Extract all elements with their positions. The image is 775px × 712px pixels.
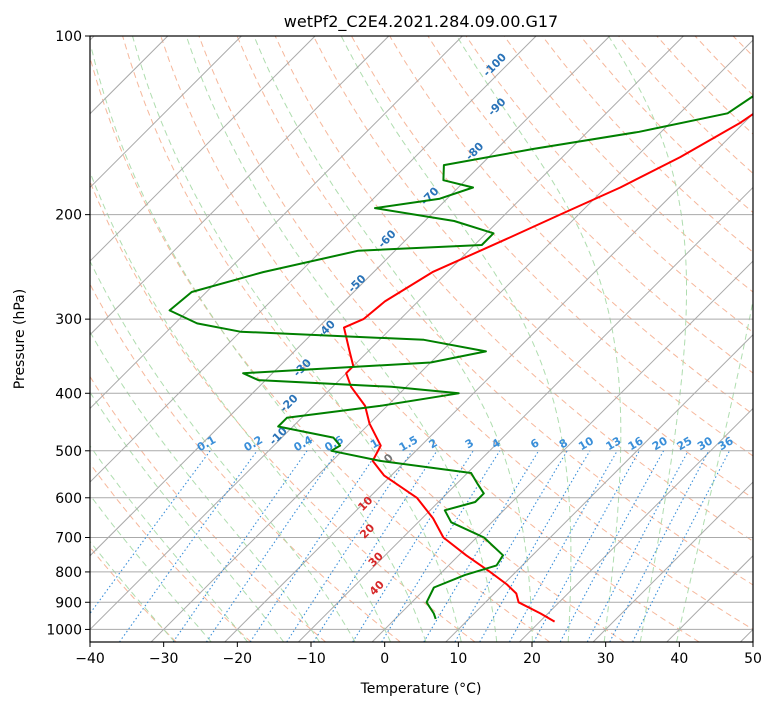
mixing-ratio-line	[206, 451, 337, 642]
dry-adiabat	[237, 36, 775, 642]
mixing-ratio-label: 8	[557, 436, 570, 451]
dry-adiabat-label: 40	[367, 578, 387, 598]
y-tick-label: 600	[55, 491, 82, 507]
isotherm	[593, 36, 775, 642]
dry-adiabat	[466, 36, 775, 642]
x-tick-label: 20	[523, 651, 541, 667]
moist-adiabat	[457, 36, 621, 642]
x-tick-label: −40	[75, 651, 105, 667]
y-axis: 100 200 300 400 500 600 700 800 900 1000	[46, 29, 90, 638]
y-tick-label: 300	[55, 312, 82, 328]
temperature-line	[344, 36, 775, 622]
y-tick-label: 400	[55, 386, 82, 402]
mixing-ratio-line	[424, 451, 539, 642]
dry-adiabat	[771, 36, 775, 642]
dry-adiabat-label: -20	[277, 392, 300, 415]
moist-adiabat	[0, 195, 211, 643]
x-axis-label: Temperature (°C)	[360, 681, 482, 697]
y-tick-label: 900	[55, 595, 82, 611]
x-tick-label: 10	[449, 651, 467, 667]
dry-adiabat-label: -100	[480, 50, 509, 79]
isotherm	[667, 36, 775, 642]
y-tick-label: 100	[55, 29, 82, 45]
moist-adiabat	[677, 36, 775, 642]
x-tick-label: 50	[744, 651, 762, 667]
moist-adiabat	[0, 208, 175, 642]
dry-adiabat-label: -90	[485, 95, 508, 118]
chart-title: wetPf2_C2E4.2021.284.09.00.G17	[284, 12, 558, 32]
dry-adiabat	[0, 36, 326, 642]
y-tick-label: 500	[55, 444, 82, 460]
dewpoint-line	[170, 36, 775, 619]
dry-adiabat	[275, 36, 775, 642]
x-tick-label: −20	[223, 651, 253, 667]
dry-adiabat	[313, 36, 775, 642]
isotherm	[0, 36, 536, 642]
y-tick-label: 200	[55, 208, 82, 224]
dry-adiabat-label: -60	[375, 227, 398, 250]
isotherm	[0, 36, 389, 642]
mixing-ratio-label: 2	[427, 436, 440, 451]
dry-adiabat-label: 20	[357, 521, 377, 541]
x-tick-label: 30	[597, 651, 615, 667]
dry-adiabat-label: -30	[291, 356, 314, 379]
dry-adiabat-label: 30	[366, 549, 386, 569]
isotherm	[4, 36, 610, 642]
x-tick-label: −30	[149, 651, 179, 667]
isotherm	[77, 36, 683, 642]
mixing-ratio-line	[560, 451, 663, 642]
x-tick-label: −10	[296, 651, 326, 667]
moist-adiabat	[7, 123, 319, 642]
isotherm	[0, 36, 315, 642]
dry-adiabat	[8, 36, 400, 642]
profile-lines	[170, 36, 775, 622]
y-tick-label: 800	[55, 565, 82, 581]
mixing-ratio-line	[314, 451, 438, 642]
dry-adiabat-label: -40	[315, 317, 338, 340]
dry-adiabat	[390, 36, 775, 642]
dry-adiabat-label: -70	[418, 184, 441, 207]
isotherm	[519, 36, 775, 642]
mixing-ratio-line	[587, 451, 688, 642]
x-tick-label: 40	[670, 651, 688, 667]
mixing-ratio-label: 6	[528, 436, 541, 451]
y-tick-label: 1000	[46, 622, 82, 638]
dry-adiabat	[199, 36, 774, 642]
x-tick-label: 0	[380, 651, 389, 667]
y-axis-label: Pressure (hPa)	[12, 289, 28, 389]
y-tick-label: 700	[55, 531, 82, 547]
mixing-ratio-label: 3	[463, 436, 476, 451]
dry-adiabat-label: -50	[345, 272, 368, 295]
dry-adiabat	[123, 36, 625, 642]
dry-adiabat	[0, 36, 251, 642]
x-axis: −40 −30 −20 −10 0 10 20 30 40 50	[75, 642, 762, 667]
moist-adiabat	[0, 149, 284, 642]
